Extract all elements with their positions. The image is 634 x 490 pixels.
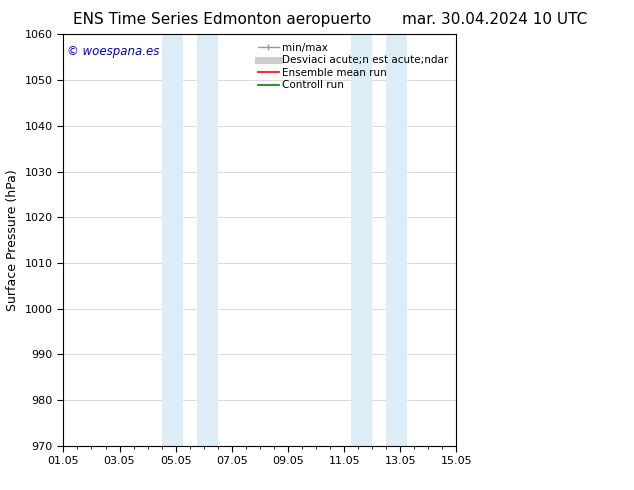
Y-axis label: Surface Pressure (hPa): Surface Pressure (hPa) xyxy=(6,169,19,311)
Bar xyxy=(197,34,218,446)
Text: ENS Time Series Edmonton aeropuerto: ENS Time Series Edmonton aeropuerto xyxy=(73,12,371,27)
Text: mar. 30.04.2024 10 UTC: mar. 30.04.2024 10 UTC xyxy=(402,12,587,27)
Legend: min/max, Desviaci acute;n est acute;ndar, Ensemble mean run, Controll run: min/max, Desviaci acute;n est acute;ndar… xyxy=(255,40,451,94)
Bar xyxy=(351,34,372,446)
Bar xyxy=(386,34,407,446)
Text: © woespana.es: © woespana.es xyxy=(67,45,160,58)
Bar xyxy=(162,34,183,446)
